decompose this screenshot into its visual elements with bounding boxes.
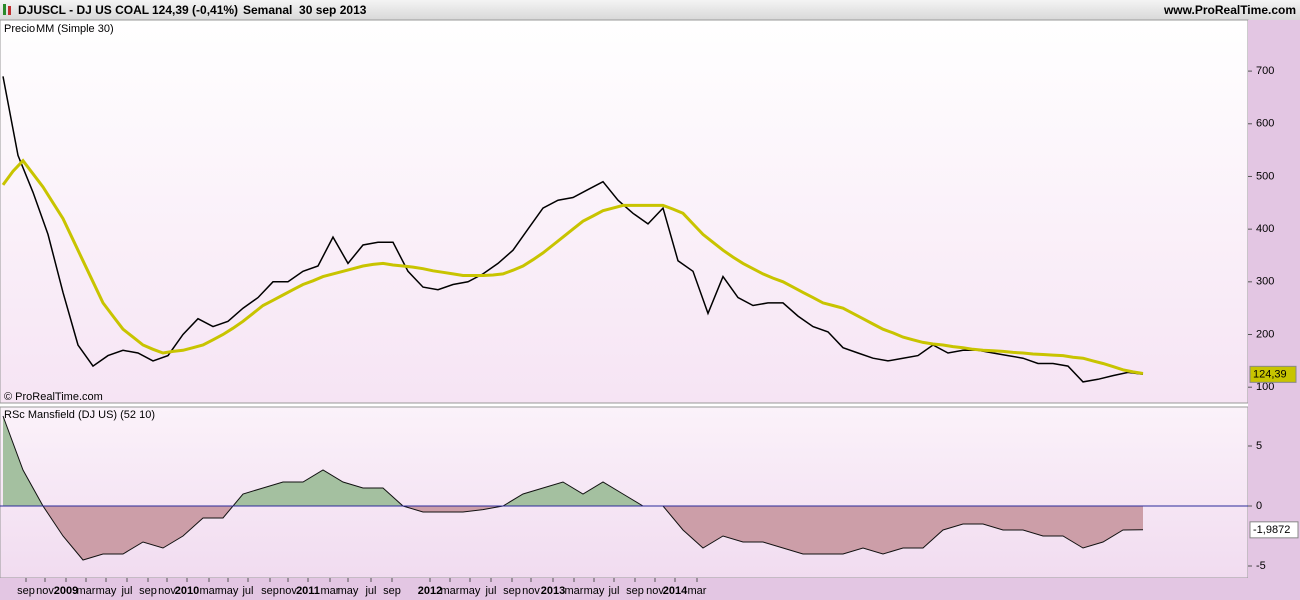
- x-tick-label: 2012: [418, 585, 442, 597]
- x-tick-label: 2013: [541, 585, 565, 597]
- x-tick-label: sep: [383, 585, 401, 597]
- symbol: DJUSCL - DJ US COAL: [18, 3, 149, 17]
- x-tick-label: sep: [139, 585, 157, 597]
- x-tick-label: nov: [158, 585, 176, 597]
- y-tick-label: 0: [1256, 500, 1262, 512]
- series-line: [2, 76, 1144, 383]
- area-outline: [2, 415, 1144, 561]
- x-tick-label: nov: [646, 585, 664, 597]
- x-tick-label: nov: [36, 585, 54, 597]
- rsc-title: RSc Mansfield (DJ US) (52 10): [4, 409, 155, 421]
- x-tick-label: 2009: [54, 585, 78, 597]
- y-axis-area: [1248, 20, 1300, 578]
- y-tick-label: 100: [1256, 381, 1274, 393]
- x-tick-label: sep: [503, 585, 521, 597]
- x-tick-label: may: [584, 585, 605, 597]
- area-negative: [3, 506, 1143, 560]
- price-panel: [0, 19, 1249, 404]
- copyright: © ProRealTime.com: [4, 391, 103, 403]
- x-tick-label: 2011: [296, 585, 320, 597]
- last-value-box: [1249, 365, 1297, 383]
- x-tick-label: sep: [17, 585, 35, 597]
- icon: [3, 4, 6, 15]
- x-tick-label: jul: [241, 585, 253, 597]
- price: 124,39 (-0,41%): [152, 3, 238, 17]
- x-tick-label: mar: [200, 585, 219, 597]
- x-tick-label: 2014: [663, 585, 688, 597]
- y-tick-label: 200: [1256, 328, 1274, 340]
- x-tick-label: may: [460, 585, 481, 597]
- last-value-label: 124,39: [1253, 368, 1287, 380]
- area-positive: [3, 416, 1143, 506]
- header-bar: [0, 0, 1300, 20]
- x-tick-label: may: [96, 585, 117, 597]
- x-tick-label: may: [338, 585, 359, 597]
- y-tick-label: 600: [1256, 118, 1274, 130]
- y-tick-label: 400: [1256, 223, 1274, 235]
- icon: [8, 6, 11, 15]
- x-tick-label: jul: [364, 585, 376, 597]
- last-value-label: -1,9872: [1253, 524, 1290, 536]
- y-tick-label: 300: [1256, 276, 1274, 288]
- y-tick-label: 5: [1256, 440, 1262, 452]
- x-tick-label: mar: [441, 585, 460, 597]
- last-value-box: [1249, 521, 1299, 539]
- x-tick-label: sep: [261, 585, 279, 597]
- x-tick-label: nov: [279, 585, 297, 597]
- x-tick-label: jul: [484, 585, 496, 597]
- x-tick-label: nov: [522, 585, 540, 597]
- x-tick-label: 2010: [175, 585, 199, 597]
- legend-price: Precio: [4, 23, 35, 35]
- x-axis-area: [0, 578, 1300, 600]
- x-tick-label: may: [218, 585, 239, 597]
- rsc-panel: [0, 406, 1249, 579]
- series-line: [1, 158, 1144, 375]
- period: Semanal 30 sep 2013: [243, 3, 367, 17]
- legend-ma: MM (Simple 30): [36, 23, 114, 35]
- x-tick-label: jul: [607, 585, 619, 597]
- y-tick-label: 700: [1256, 65, 1274, 77]
- x-tick-label: sep: [626, 585, 644, 597]
- x-tick-label: mar: [565, 585, 584, 597]
- x-tick-label: mar: [77, 585, 96, 597]
- y-tick-label: 500: [1256, 170, 1274, 182]
- y-tick-label: -5: [1256, 560, 1266, 572]
- x-tick-label: jul: [120, 585, 132, 597]
- x-tick-label: mar: [688, 585, 707, 597]
- site[interactable]: www.ProRealTime.com: [1163, 3, 1296, 17]
- x-tick-label: mar: [321, 585, 340, 597]
